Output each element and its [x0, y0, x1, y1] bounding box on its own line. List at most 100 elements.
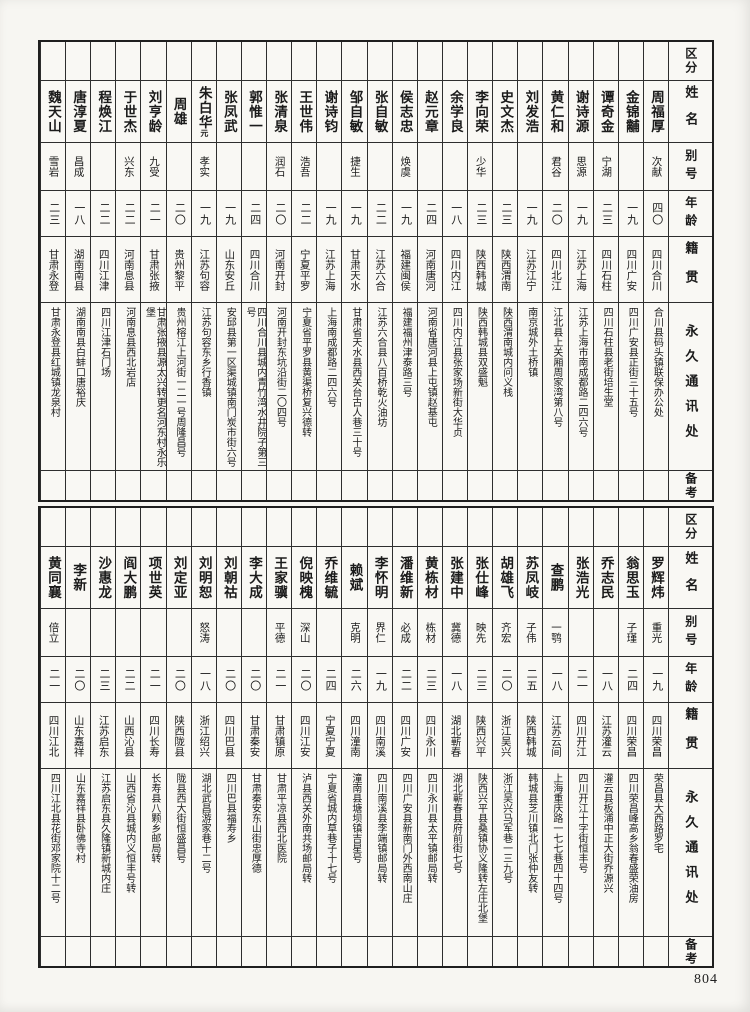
header-label-category: 区分: [683, 513, 698, 541]
byname-cell: 映先: [468, 608, 493, 656]
age-cell: 一八: [191, 656, 216, 702]
name-cell: 郭惟一: [241, 80, 266, 142]
person-column: 张清泉 润石 二〇 河南开封 河南开封东坑沿街二〇四号: [266, 42, 292, 500]
name-cell: 胡雄飞: [493, 546, 518, 608]
byname-cell: 雪岩: [40, 142, 65, 190]
person-column: 黄仁和 君谷 二〇 四川北江 江北县上关厢周家湾第八号: [542, 42, 568, 500]
remarks-cell: [66, 936, 91, 966]
age-cell: 二四: [241, 190, 266, 236]
remarks-cell: [166, 936, 191, 966]
origin-cell: 湖南南县: [66, 236, 91, 302]
person-column: 侯志忠 焕虞 一九 福建闽侯 福建福州津泰路三号: [391, 42, 417, 500]
origin-cell: 江苏上海: [568, 236, 593, 302]
person-column: 沙惠龙 二三 江苏启东 江苏启东县久隆镇新城内庄: [90, 508, 116, 966]
category-cell: [217, 508, 241, 546]
category-cell: [267, 508, 291, 546]
person-column: 李新 二〇 山东嘉祥 山东嘉祥县卧佛寺村: [65, 508, 91, 966]
header-label-remarks: 备考: [669, 470, 712, 500]
remarks-cell: [216, 470, 241, 500]
name-cell: 程焕江: [91, 80, 116, 142]
age-cell: 二〇: [166, 656, 191, 702]
byname-cell: 必成: [392, 608, 417, 656]
byname-cell: 兴东: [116, 142, 141, 190]
name-cell: 张清泉: [267, 80, 292, 142]
person-column: 程焕江 二二 四川江津 四川江津石门场: [90, 42, 116, 500]
address-cell: 四川广安县新南门外西南山庄: [392, 768, 417, 936]
address-cell: 浙江吴兴马军巷一三九号: [493, 768, 518, 936]
category-cell: [192, 42, 216, 80]
category-cell: [41, 508, 65, 546]
remarks-cell: [618, 470, 643, 500]
address-cell: 四川江津石门场: [91, 302, 116, 470]
age-cell: 二〇: [543, 190, 568, 236]
byname-cell: 栋材: [417, 608, 442, 656]
remarks-cell: [342, 936, 367, 966]
origin-cell: 四川巴县: [216, 702, 241, 768]
byname-cell: 深山: [292, 608, 317, 656]
address-cell: 安邱县第一区渠城镇南门炭市街六号: [216, 302, 241, 470]
person-column: 乔志民 一八 江苏灌云 灌云县板浦中正大街乔源兴: [592, 508, 618, 966]
registry-table-bottom: 区分 姓名 别号 年龄 籍贯 永久通讯处 备考 罗辉炜 重光 一九 四川荣昌 荣昌县大西路罗宅 翁思玉子…: [38, 506, 714, 968]
name-cell: 李怀明: [367, 546, 392, 608]
header-label-address: 永久通讯处: [669, 768, 712, 936]
age-cell: 一八: [543, 656, 568, 702]
category-cell: [267, 42, 291, 80]
category-cell: [569, 508, 593, 546]
category-cell: [91, 508, 115, 546]
age-cell: 一八: [442, 656, 467, 702]
origin-cell: 宁夏宁夏: [317, 702, 342, 768]
category-cell: [116, 508, 140, 546]
age-cell: 二四: [417, 190, 442, 236]
address-cell: 江苏启东县久隆镇新城内庄: [91, 768, 116, 936]
address-cell: 湖北武昌游家巷十二号: [191, 768, 216, 936]
person-column: 周雄 二〇 贵州黎平 贵州榕江上河街一二一号周隆昌号: [165, 42, 191, 500]
age-cell: 二三: [91, 656, 116, 702]
address-cell: 灌云县板浦中正大街乔源兴: [593, 768, 618, 936]
person-column: 张浩光 二一 四川开江 四川开江十字街恒丰号: [567, 508, 593, 966]
category-cell: [141, 508, 165, 546]
category-cell: [493, 42, 517, 80]
category-cell: [342, 42, 366, 80]
byname-cell: [417, 142, 442, 190]
remarks-cell: [317, 470, 342, 500]
header-label-origin: 籍贯: [669, 236, 712, 302]
address-cell: 陕西兴平县桑镇协义隆转左庄北堡: [468, 768, 493, 936]
origin-cell: 河南息县: [116, 236, 141, 302]
byname-cell: 倍立: [40, 608, 65, 656]
byname-cell: [593, 608, 618, 656]
origin-cell: 陕西韩城: [518, 702, 543, 768]
person-column: 李向荣 少华 二三 陕西韩城 陕西韩城县双盛魁: [467, 42, 493, 500]
remarks-cell: [141, 936, 166, 966]
byname-cell: 子伟: [518, 608, 543, 656]
header-label-name: 姓名: [669, 546, 712, 608]
person-column: 黄栋材 栋材 二三 四川永川 四川永川县太平镇邮局转: [416, 508, 442, 966]
address-cell: 合川县码头镇联保办公处: [643, 302, 668, 470]
remarks-cell: [493, 936, 518, 966]
person-column: 刘亨龄 九受 二一 甘肃张掖 甘肃张掖县源太兴转更名河东村永乐堡: [140, 42, 166, 500]
remarks-cell: [141, 470, 166, 500]
remarks-cell: [342, 470, 367, 500]
person-column: 乔维毓 二四 宁夏宁夏 宁夏省城内草巷子十七号: [316, 508, 342, 966]
remarks-cell: [468, 936, 493, 966]
address-cell: 四川合川县城内青竹湾水井院子第三号: [241, 302, 266, 470]
address-cell: 甘肃平凉县西北医院: [267, 768, 292, 936]
address-cell: 上海南成都路二四六号: [317, 302, 342, 470]
category-cell: [393, 508, 417, 546]
age-cell: 一九: [568, 190, 593, 236]
header-column: 区分 姓名 别号 年龄 籍贯 永久通讯处 备考: [668, 42, 712, 500]
age-cell: 一九: [618, 190, 643, 236]
byname-cell: 冀德: [442, 608, 467, 656]
name-cell: 刘亨龄: [141, 80, 166, 142]
name-cell: 刘朝祜: [216, 546, 241, 608]
remarks-cell: [593, 470, 618, 500]
remarks-cell: [191, 470, 216, 500]
byname-cell: [116, 608, 141, 656]
origin-cell: 四川潼南: [342, 702, 367, 768]
origin-cell: 四川开江: [568, 702, 593, 768]
age-cell: 一九: [518, 190, 543, 236]
byname-cell: [568, 608, 593, 656]
age-cell: 二一: [141, 190, 166, 236]
person-column: 潘维新 必成 二二 四川广安 四川广安县新南门外西南山庄: [391, 508, 417, 966]
person-column: 翁思玉 子瑾 二四 四川荣昌 四川荣昌峰高乡翁春盛荣油房: [617, 508, 643, 966]
remarks-cell: [392, 470, 417, 500]
